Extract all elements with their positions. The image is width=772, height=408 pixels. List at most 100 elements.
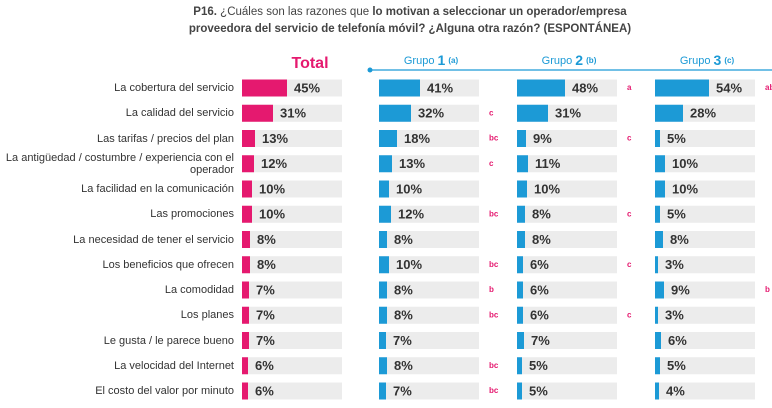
value-label: 31% [555, 106, 581, 121]
value-label: 11% [535, 156, 561, 171]
bar [655, 281, 664, 299]
bar [242, 382, 248, 400]
bar [517, 231, 525, 248]
bar [517, 104, 548, 122]
value-label: 7% [393, 333, 412, 348]
legend-label: Grupo 1 (a) [404, 52, 459, 68]
bar-track [242, 256, 342, 274]
bar [379, 357, 387, 375]
category-label: La velocidad del Internet [114, 359, 234, 372]
bar [379, 231, 387, 248]
bar [517, 306, 523, 324]
bar [242, 130, 255, 147]
category-label: La calidad del servicio [125, 107, 234, 120]
value-label: 3% [665, 257, 684, 272]
bar [655, 332, 661, 349]
bar-track [379, 180, 479, 198]
header-dot [367, 67, 373, 73]
value-label: 6% [530, 308, 549, 323]
bar [517, 155, 528, 173]
bar-track [242, 382, 342, 400]
value-label: 7% [256, 282, 275, 297]
title-part: lo motivan a seleccionar un operador/emp… [372, 6, 627, 18]
value-label: 7% [531, 333, 550, 348]
value-label: 6% [255, 358, 274, 373]
bar [517, 180, 527, 198]
category-label: La antigüedad / costumbre / experiencia … [5, 151, 234, 176]
value-label: 5% [667, 131, 686, 146]
bar [517, 382, 522, 400]
bar [242, 306, 249, 324]
significance-letter: bc [489, 260, 499, 269]
value-label: 48% [572, 80, 598, 95]
legend-name: Grupo [680, 55, 711, 67]
bar [379, 79, 420, 97]
significance-letter: c [627, 260, 632, 269]
bar-track [517, 256, 617, 274]
value-label: 10% [259, 207, 285, 222]
value-label: 12% [261, 156, 287, 171]
bar-track [242, 155, 342, 173]
bar [655, 306, 658, 324]
bar-track [242, 130, 342, 147]
bar [242, 79, 287, 97]
legend-label: Grupo 3 (c) [680, 52, 735, 68]
value-label: 3% [665, 308, 684, 323]
bar-track [655, 281, 755, 299]
bar [517, 357, 522, 375]
legend-name: Grupo [542, 55, 573, 67]
category-label: El costo del valor por minuto [95, 385, 234, 397]
bar-track [379, 357, 479, 375]
bar-track [379, 332, 479, 349]
bar [517, 79, 565, 97]
bar-track [517, 281, 617, 299]
bar [379, 306, 387, 324]
value-label: 54% [716, 80, 742, 95]
bar [242, 357, 248, 375]
bar-track [517, 231, 617, 248]
legend-tag: (a) [448, 56, 458, 65]
bar-track [379, 155, 479, 173]
value-label: 32% [418, 106, 444, 121]
value-label: 6% [668, 333, 687, 348]
bar-track [517, 180, 617, 198]
value-label: 31% [280, 106, 306, 121]
significance-letter: c [627, 310, 632, 319]
value-label: 8% [394, 358, 413, 373]
bar-track [517, 306, 617, 324]
value-label: 8% [257, 257, 276, 272]
bar [655, 79, 709, 97]
bar-track [655, 306, 755, 324]
bar-track [379, 130, 479, 147]
bar-track [655, 180, 755, 198]
value-label: 10% [396, 181, 422, 196]
bar [517, 205, 525, 223]
bar-track [242, 231, 342, 248]
title-part: P16. [193, 6, 217, 18]
legend-tag: (b) [586, 56, 597, 65]
value-label: 7% [393, 383, 412, 398]
significance-letter: c [489, 108, 494, 117]
value-label: 8% [257, 232, 276, 247]
bar-track [655, 155, 755, 173]
value-label: 6% [530, 257, 549, 272]
significance-letter: bc [489, 361, 499, 370]
value-label: 8% [394, 232, 413, 247]
bar [655, 130, 660, 147]
bar [655, 231, 663, 248]
bar-track [655, 256, 755, 274]
bar-track [242, 306, 342, 324]
category-label: La necesidad de tener el servicio [73, 233, 234, 246]
value-label: 41% [427, 80, 453, 95]
bar [242, 332, 249, 349]
value-label: 12% [398, 207, 424, 222]
legend-number: 3 [714, 52, 722, 68]
bar [517, 130, 526, 147]
significance-letter: bc [489, 134, 499, 143]
value-label: 8% [394, 282, 413, 297]
value-label: 6% [255, 383, 274, 398]
significance-letter: c [627, 209, 632, 218]
bar [655, 256, 658, 274]
